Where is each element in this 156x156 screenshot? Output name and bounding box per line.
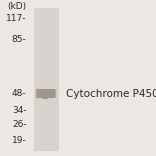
Text: 19-: 19- [12,136,27,145]
Text: 26-: 26- [12,120,27,129]
Text: 34-: 34- [12,106,27,115]
Text: Cytochrome P450 39A1: Cytochrome P450 39A1 [66,89,156,99]
Text: 117-: 117- [6,14,27,23]
Text: (kD): (kD) [7,2,27,11]
Text: 85-: 85- [12,34,27,44]
Bar [34,8,59,151]
Text: 48-: 48- [12,89,27,98]
